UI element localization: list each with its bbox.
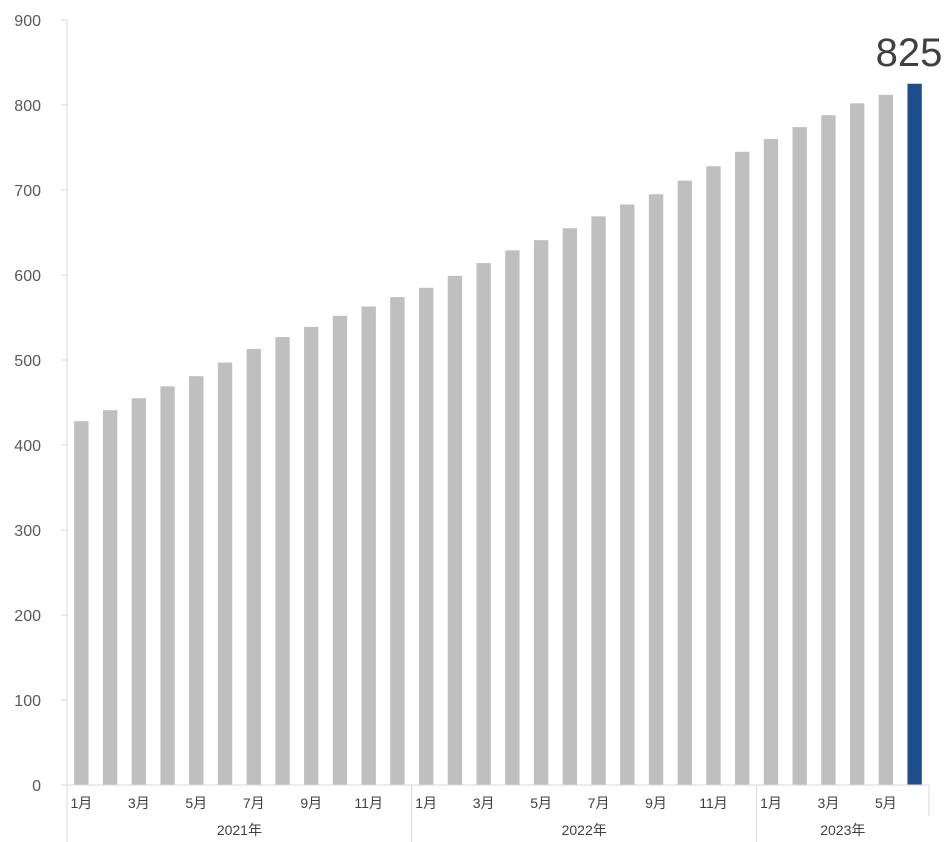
x-tick-label: 11月: [699, 795, 728, 811]
bar: [907, 83, 922, 785]
bar: [246, 348, 261, 785]
bar: [189, 376, 204, 785]
data-labels: 825: [876, 31, 943, 75]
x-tick-label: 5月: [185, 795, 207, 811]
y-tick-label: 500: [14, 353, 41, 370]
bar: [102, 410, 118, 785]
x-tick-label: 7月: [588, 795, 610, 811]
x-axis: 1月 3月 5月 7月 9月 11月 1月 3月 5月 7月 9月 11月 1月 3月 5月 2021年 202…: [66, 784, 930, 842]
y-tick-label: 400: [14, 438, 41, 455]
bar: [505, 250, 520, 786]
x-tick-label: 11月: [354, 795, 383, 811]
bar: [533, 240, 549, 785]
bar: [763, 139, 779, 785]
x-tick-label: 1月: [415, 795, 437, 811]
bars: [74, 83, 922, 786]
x-tick-label: 9月: [645, 795, 667, 811]
x-tick-label: 3月: [473, 795, 495, 811]
bar: [418, 287, 434, 785]
y-tick-label: 900: [14, 13, 41, 30]
bar: [677, 180, 692, 785]
bar: [361, 306, 376, 785]
x-tick-label: 3月: [818, 795, 840, 811]
y-tick-label: 600: [14, 268, 41, 285]
x-tick-label: 7月: [243, 795, 265, 811]
bar: [792, 127, 807, 786]
y-tick-label: 100: [14, 693, 41, 710]
bar: [160, 386, 175, 785]
x-tick-label: 3月: [128, 795, 150, 811]
bar: [648, 194, 664, 785]
y-tick-label: 700: [14, 183, 41, 200]
bar: [275, 337, 290, 785]
x-tick-label: 5月: [875, 795, 897, 811]
bar: [74, 421, 89, 785]
x-tick-label: 5月: [530, 795, 552, 811]
bar: [447, 275, 463, 785]
y-tick-label: 0: [32, 778, 41, 795]
year-group-label: 2023年: [820, 822, 865, 838]
bar: [562, 228, 578, 785]
bar: [821, 115, 836, 785]
y-tick-label: 200: [14, 608, 41, 625]
bar: [131, 398, 147, 785]
bar: [217, 362, 233, 785]
bar: [304, 326, 319, 785]
data-label: 825: [876, 31, 943, 75]
year-group-label: 2021年: [217, 822, 262, 838]
year-group-label: 2022年: [562, 822, 607, 838]
bar: [476, 263, 491, 786]
bar: [849, 103, 865, 786]
bar: [620, 204, 635, 785]
bar: [591, 216, 606, 786]
y-tick-label: 300: [14, 523, 41, 540]
x-tick-label: 1月: [70, 795, 92, 811]
bar: [332, 315, 348, 785]
bar: [390, 297, 405, 785]
y-axis: 0 100 200 300 400 500 600 700 800 900: [14, 13, 68, 795]
bar: [878, 94, 894, 786]
x-tick-label: 9月: [300, 795, 322, 811]
y-tick-label: 800: [14, 98, 41, 115]
x-tick-label: 1月: [760, 795, 782, 811]
bar: [706, 166, 721, 785]
bar: [735, 151, 750, 785]
